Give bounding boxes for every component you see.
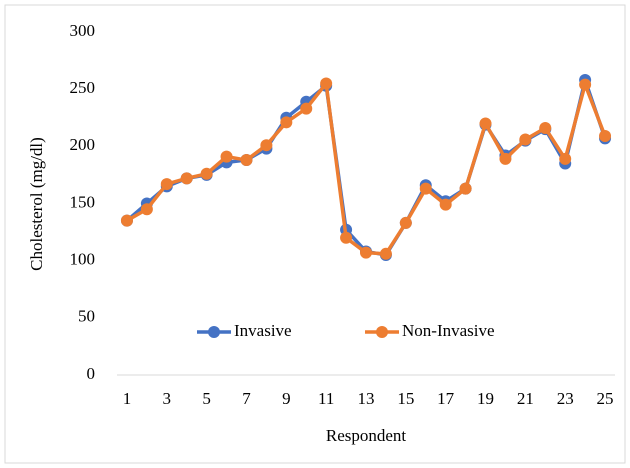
marker (360, 246, 372, 259)
x-tick-label: 1 (123, 389, 132, 408)
y-tick-label: 50 (78, 307, 95, 326)
marker (399, 216, 412, 229)
marker (599, 130, 612, 143)
y-tick-label: 300 (70, 21, 96, 40)
x-tick-label: 23 (557, 389, 574, 408)
legend-label: Non-Invasive (402, 321, 495, 340)
chart-border (4, 4, 626, 464)
marker (459, 182, 472, 195)
x-axis-title: Respondent (326, 426, 407, 445)
marker (340, 231, 353, 244)
y-tick-label: 100 (70, 250, 96, 269)
x-tick-label: 15 (397, 389, 414, 408)
x-tick-label: 13 (358, 389, 375, 408)
y-tick-label: 150 (70, 192, 96, 211)
marker (479, 117, 492, 130)
marker (559, 152, 572, 165)
x-tick-label: 17 (437, 389, 455, 408)
y-tick-label: 0 (87, 364, 96, 383)
marker (120, 214, 133, 227)
marker (140, 203, 153, 216)
marker (260, 139, 273, 152)
y-tick-label: 200 (70, 135, 96, 154)
marker (160, 178, 173, 191)
marker (300, 102, 313, 115)
marker (499, 152, 512, 165)
marker (240, 154, 253, 167)
y-tick-label: 250 (70, 78, 96, 97)
legend-label: Invasive (234, 321, 292, 340)
x-tick-label: 25 (597, 389, 614, 408)
marker (280, 116, 293, 129)
marker (320, 77, 333, 90)
legend-marker (208, 326, 220, 338)
legend-marker (376, 326, 388, 338)
marker (539, 122, 552, 135)
x-tick-label: 5 (202, 389, 211, 408)
marker (200, 167, 213, 180)
x-tick-label: 11 (318, 389, 334, 408)
marker (519, 133, 532, 146)
x-tick-label: 7 (242, 389, 251, 408)
x-tick-label: 3 (163, 389, 172, 408)
y-axis-title: Cholesterol (mg/dl) (27, 137, 46, 271)
x-tick-label: 21 (517, 389, 534, 408)
marker (220, 150, 233, 163)
marker (379, 247, 392, 260)
x-tick-label: 9 (282, 389, 291, 408)
x-tick-label: 19 (477, 389, 494, 408)
marker (439, 198, 452, 211)
marker (180, 172, 193, 185)
marker (579, 78, 592, 91)
marker (419, 182, 432, 195)
